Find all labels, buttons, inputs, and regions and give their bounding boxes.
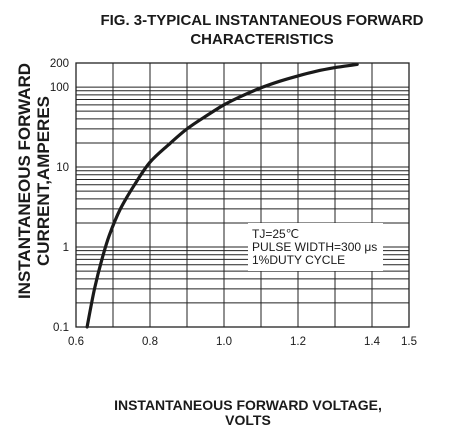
- y-tick-label: 0.1: [53, 322, 69, 334]
- annotation-line3: 1%DUTY CYCLE: [252, 253, 345, 267]
- y-tick-label: 100: [50, 82, 69, 94]
- y-tick-label: 10: [56, 162, 69, 174]
- plot-frame: [75, 62, 410, 328]
- x-tick-label: 0.6: [68, 336, 84, 348]
- y-tick-label: 1: [63, 242, 69, 254]
- annotation-box: TJ=25℃ PULSE WIDTH=300 μs 1%DUTY CYCLE: [248, 223, 383, 271]
- x-axis-label-line2: VOLTS: [225, 412, 271, 428]
- annotation-line2: PULSE WIDTH=300 μs: [252, 240, 377, 254]
- x-tick-label: 1.2: [290, 336, 306, 348]
- series-line: [85, 62, 359, 329]
- y-axis-label-line1: INSTANTANEOUS FORWARD: [15, 63, 34, 299]
- y-axis-label-line2: CURRENT,AMPERES: [34, 96, 53, 266]
- y-axis-label: INSTANTANEOUS FORWARD CURRENT,AMPERES: [15, 63, 53, 299]
- series-curves: [85, 62, 359, 329]
- chart-title-line1: FIG. 3-TYPICAL INSTANTANEOUS FORWARD: [100, 12, 423, 29]
- x-axis-label-line1: INSTANTANEOUS FORWARD VOLTAGE,: [114, 397, 382, 413]
- x-tick-label: 1.5: [401, 336, 417, 348]
- y-tick-label: 200: [50, 58, 69, 70]
- x-tick-label: 1.0: [216, 336, 232, 348]
- x-tick-label: 1.4: [364, 336, 381, 348]
- annotation-background: [248, 223, 383, 271]
- grid-lines: [76, 63, 409, 327]
- tick-labels: 0.6 0.8 1.0 1.2 1.4 1.5 0.1 1 10 100 200: [50, 58, 417, 348]
- x-tick-label: 0.8: [142, 336, 158, 348]
- annotation-line1: TJ=25℃: [252, 227, 299, 241]
- chart-title-line2: CHARACTERISTICS: [190, 31, 333, 48]
